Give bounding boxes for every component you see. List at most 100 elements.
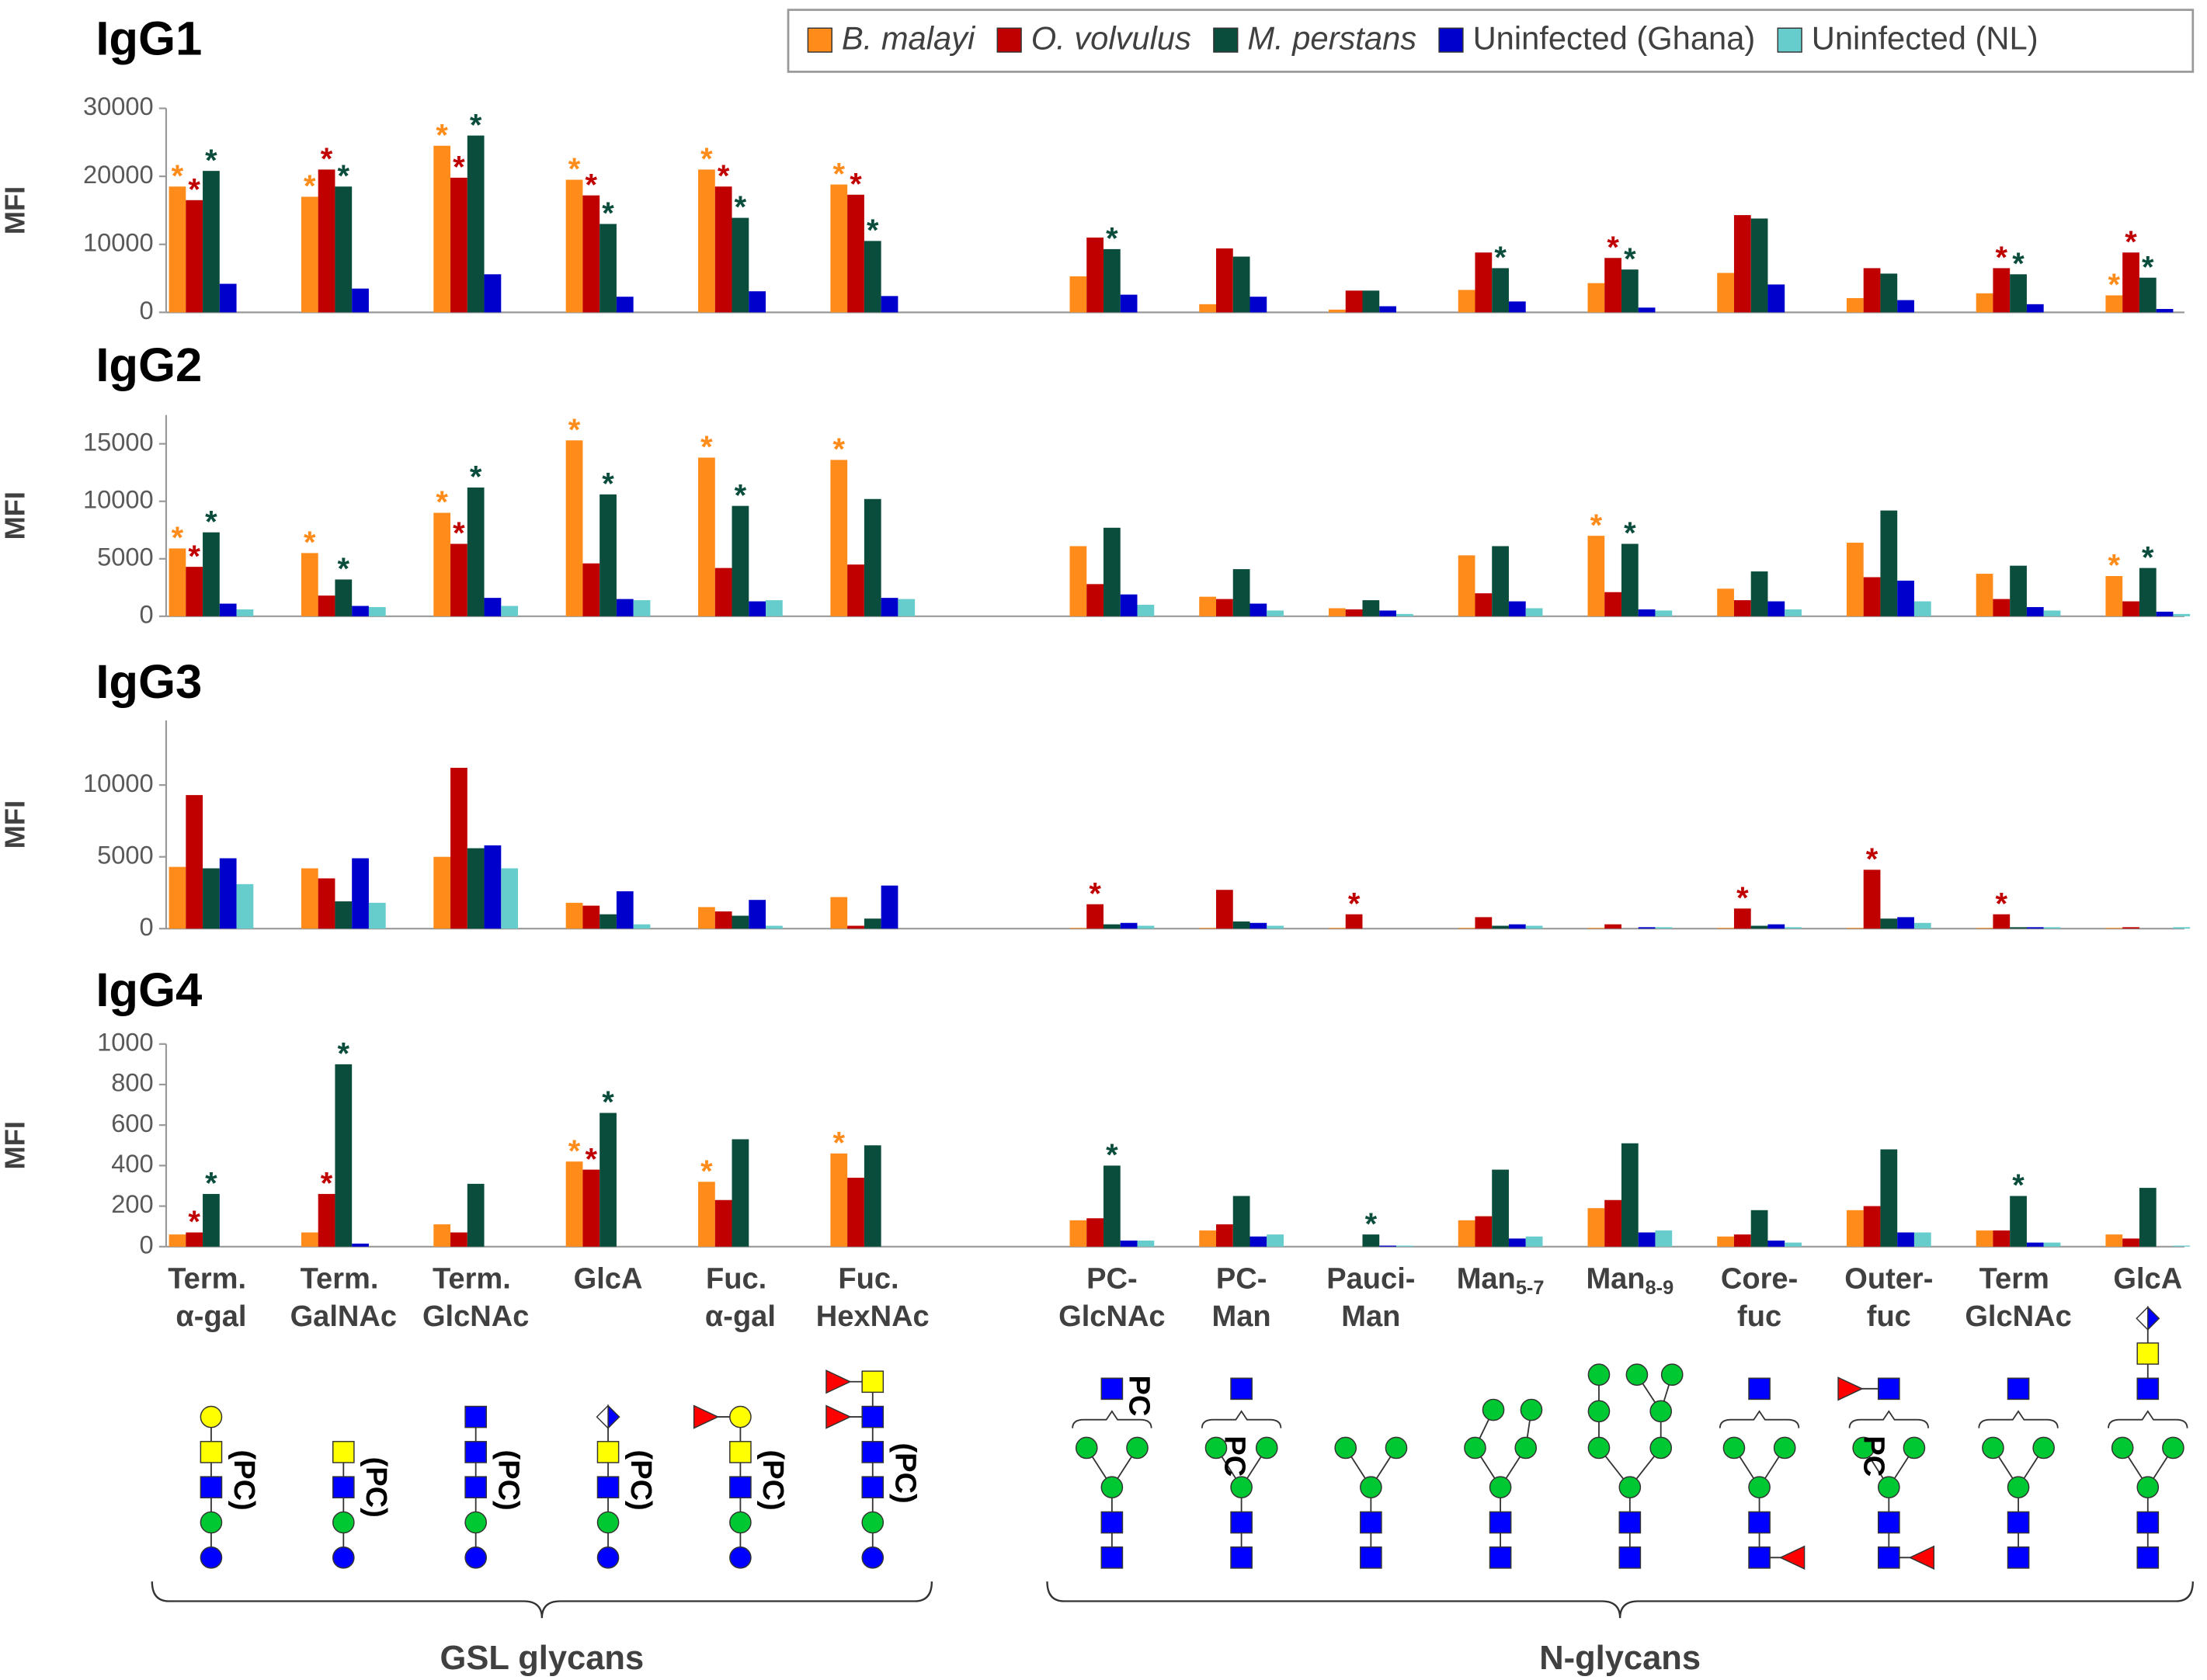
glycan-brace [1719,1410,1800,1428]
legend-box [787,9,2195,73]
bar [1120,1240,1138,1247]
significance-marker: * [338,552,350,586]
bar [1345,290,1363,313]
bar [318,1193,335,1247]
significance-marker: * [568,152,581,186]
bar [766,600,783,616]
bar [1733,600,1751,616]
bar [864,241,881,313]
bar [565,1161,583,1247]
significance-marker: * [850,167,862,201]
y-tick-label: 0 [139,1230,153,1258]
bar [2026,1242,2044,1247]
glycan-residue [332,1546,355,1569]
glycan-residue [729,1511,752,1534]
significance-marker: * [172,159,184,193]
significance-marker: * [338,1037,350,1071]
bar [714,911,732,929]
glycan-residue [1748,1377,1771,1401]
bar [1846,297,1864,313]
bar [335,901,353,929]
x-tick-label: Term. GlcNAc [422,1262,529,1333]
bar [2043,927,2061,929]
glycan-residue [861,1405,885,1428]
significance-marker: * [700,1154,713,1189]
bar [1086,1218,1104,1247]
y-tick-label: 600 [111,1109,153,1137]
glycan-residue [464,1405,487,1428]
glycan-residue [1126,1436,1149,1460]
glycan-label: PC [1858,1435,1890,1477]
x-tick-label: Pauci-Man [1326,1262,1415,1333]
bar [582,563,600,616]
bar [847,925,864,929]
glycan-residue [1779,1545,1806,1570]
glycan-residue [1748,1476,1771,1499]
glycan-residue [1837,1376,1864,1401]
significance-marker: * [1106,222,1118,256]
bar [1232,1196,1250,1247]
legend-swatch [1777,27,1802,53]
x-tick-label: Man8-9 [1586,1262,1673,1299]
bar [1120,922,1138,929]
bar [1913,601,1931,616]
glycan-residue [332,1511,355,1534]
glycan-residue [2136,1377,2160,1401]
glycan-residue [200,1405,223,1428]
bar [1492,1169,1509,1247]
bar [1976,1230,1993,1247]
glycan-residue [1587,1436,1611,1460]
bar [1525,1236,1543,1247]
bar [732,915,749,929]
significance-marker: * [304,169,316,203]
y-tick-label: 30000 [83,92,154,120]
significance-marker: * [568,1134,581,1168]
bar [450,1232,467,1247]
bar [1328,928,1346,929]
bar [2043,1242,2061,1247]
glycan-residue [1660,1363,1684,1387]
y-tick-label: 5000 [97,840,154,869]
bar [830,184,848,313]
glycan-residue [596,1511,620,1534]
significance-marker: * [833,1126,846,1160]
bar [2156,308,2174,313]
panel-title: IgG4 [96,963,202,1017]
significance-marker: * [1365,1207,1378,1241]
y-tick-label: 10000 [83,769,154,797]
legend-label: Uninfected (NL) [1812,20,2038,57]
bar [2026,927,2044,929]
bar [219,283,237,313]
bar [484,598,502,616]
bar [1587,536,1605,616]
bar [1587,283,1605,313]
bar [1880,1149,1898,1247]
bar [1846,928,1864,929]
bar [1458,290,1475,313]
glycan-residue [2162,1436,2184,1460]
bar [1267,925,1284,929]
bar [1086,584,1104,616]
bar [749,601,766,616]
glycan-residue [2007,1511,2030,1534]
glycan-residue [729,1405,752,1428]
bar [1976,928,1993,929]
bar [1137,925,1155,929]
bar [1638,307,1656,313]
x-tick-label: PC-Man [1212,1262,1271,1333]
bar [1508,601,1526,616]
glycan-brace [1201,1410,1282,1428]
bar [1104,527,1121,616]
significance-marker: * [602,1085,614,1119]
bar [1267,1234,1284,1247]
bar [1199,928,1216,929]
glycan-residue [464,1476,487,1499]
x-tick-label: PC-GlcNAc [1058,1262,1165,1333]
glycan-residue [1587,1363,1611,1387]
glycan-residue [1385,1436,1408,1460]
bar [1475,917,1493,929]
bar [2026,304,2044,313]
bar [749,900,766,929]
glycan-residue [332,1476,355,1499]
bar [1846,543,1864,616]
